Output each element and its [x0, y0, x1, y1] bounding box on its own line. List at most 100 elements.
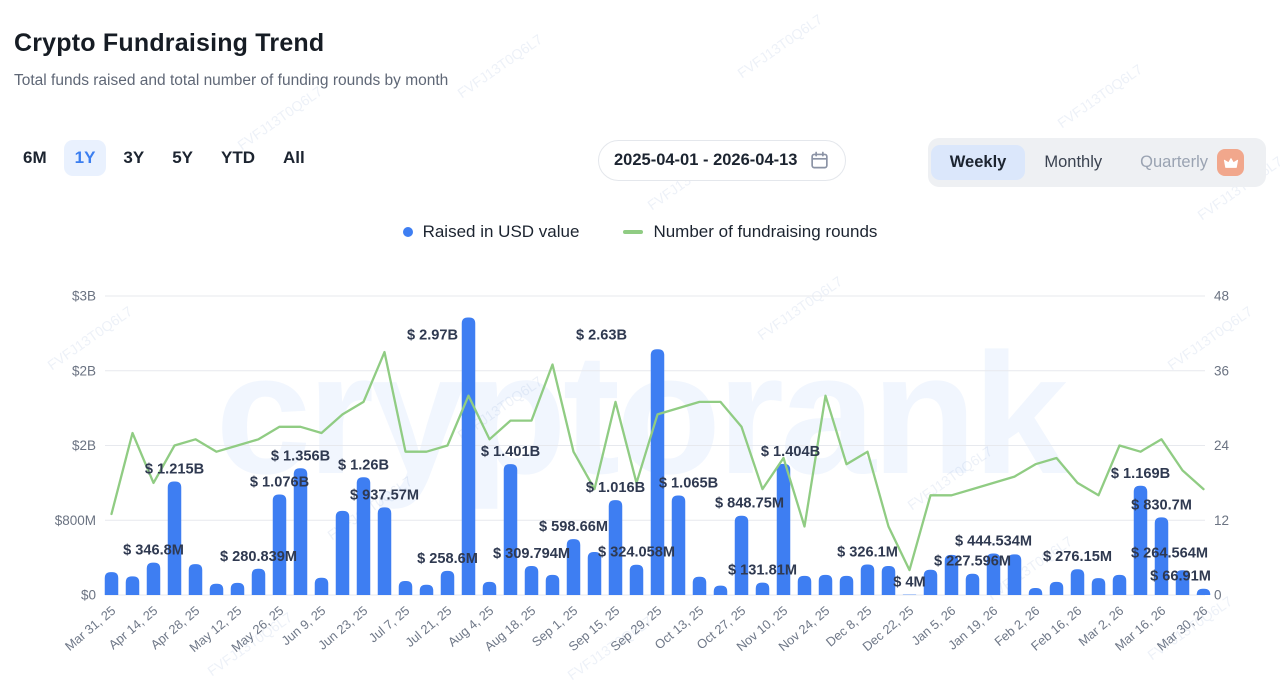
bar-week-29[interactable] — [714, 586, 728, 595]
watermark-code: FVFJ13T0Q6L7 — [1054, 61, 1145, 131]
y-axis-label-right: 48 — [1214, 289, 1229, 304]
bar-week-25[interactable] — [630, 565, 644, 595]
bar-value-label: $ 324.058M — [598, 545, 675, 561]
bar-week-2[interactable] — [147, 563, 161, 595]
granularity-switcher: Weekly Monthly Quarterly — [928, 138, 1266, 187]
bar-week-33[interactable] — [798, 576, 812, 595]
bar-week-14[interactable] — [399, 581, 413, 595]
watermark-code: FVFJ13T0Q6L7 — [454, 31, 545, 101]
segment-monthly[interactable]: Monthly — [1025, 145, 1121, 180]
y-axis-label-right: 36 — [1214, 363, 1229, 378]
range-button-3y[interactable]: 3Y — [112, 140, 155, 176]
legend-item-rounds[interactable]: Number of fundraising rounds — [623, 222, 877, 242]
bar-week-1[interactable] — [126, 576, 140, 595]
bar-week-34[interactable] — [819, 575, 833, 595]
range-button-all[interactable]: All — [272, 140, 316, 176]
bar-value-label: $ 1.016B — [586, 480, 645, 496]
bar-week-10[interactable] — [315, 578, 329, 595]
range-button-6m[interactable]: 6M — [12, 140, 58, 176]
bar-week-19[interactable] — [504, 464, 518, 595]
bar-value-label: $ 2.63B — [576, 327, 627, 343]
page-subtitle: Total funds raised and total number of f… — [14, 72, 448, 90]
bar-week-44[interactable] — [1029, 588, 1043, 595]
bar-value-label: $ 258.6M — [417, 551, 478, 567]
bar-value-label: $ 276.15M — [1043, 549, 1112, 565]
bar-week-6[interactable] — [231, 583, 245, 595]
bar-week-41[interactable] — [966, 574, 980, 595]
bar-value-label: $ 1.404B — [761, 444, 820, 460]
legend-label: Number of fundraising rounds — [653, 222, 877, 242]
range-button-5y[interactable]: 5Y — [161, 140, 204, 176]
bar-week-39[interactable] — [924, 570, 938, 595]
bar-value-label: $ 2.97B — [407, 327, 458, 343]
bar-value-label: $ 280.839M — [220, 549, 297, 565]
bar-week-13[interactable] — [378, 507, 392, 595]
bar-week-21[interactable] — [546, 575, 560, 595]
bar-value-label: $ 444.534M — [955, 533, 1032, 549]
bar-week-4[interactable] — [189, 564, 203, 595]
watermark-code: FVFJ13T0Q6L7 — [734, 11, 825, 81]
y-axis-label-left: $3B — [72, 289, 96, 304]
bar-week-48[interactable] — [1113, 575, 1127, 595]
y-axis-label-right: 0 — [1214, 588, 1222, 603]
bar-value-label: $ 1.215B — [145, 461, 204, 477]
bar-week-31[interactable] — [756, 583, 770, 595]
premium-crown-icon — [1217, 149, 1244, 176]
y-axis-label-left: $0 — [81, 588, 96, 603]
legend-line-marker — [623, 230, 643, 234]
bar-value-label: $ 264.564M — [1131, 545, 1208, 561]
bar-value-label: $ 1.065B — [659, 475, 718, 491]
bar-week-7[interactable] — [252, 569, 266, 595]
bar-week-3[interactable] — [168, 481, 182, 595]
bar-week-52[interactable] — [1197, 589, 1211, 595]
y-axis-label-right: 12 — [1214, 513, 1229, 528]
bar-value-label: $ 66.91M — [1150, 569, 1211, 585]
bar-value-label: $ 326.1M — [837, 545, 898, 561]
segment-quarterly[interactable]: Quarterly — [1121, 141, 1263, 184]
bar-week-30[interactable] — [735, 516, 749, 595]
bar-value-label: $ 1.076B — [250, 474, 309, 490]
bar-week-20[interactable] — [525, 566, 539, 595]
legend-label: Raised in USD value — [423, 222, 580, 242]
legend-dot-marker — [403, 227, 413, 237]
chart-legend: Raised in USD value Number of fundraising… — [0, 222, 1280, 242]
bar-value-label: $ 598.66M — [539, 519, 608, 535]
bar-value-label: $ 937.57M — [350, 487, 419, 503]
bar-week-18[interactable] — [483, 582, 497, 595]
range-button-ytd[interactable]: YTD — [210, 140, 266, 176]
bar-week-28[interactable] — [693, 577, 707, 595]
bar-week-15[interactable] — [420, 585, 434, 595]
bar-week-47[interactable] — [1092, 578, 1106, 595]
bar-value-label: $ 1.26B — [338, 457, 389, 473]
bar-week-8[interactable] — [273, 494, 287, 595]
bar-week-46[interactable] — [1071, 569, 1085, 595]
y-axis-label-left: $800M — [55, 513, 96, 528]
y-axis-label-left: $2B — [72, 363, 96, 378]
y-axis-label-left: $2B — [72, 438, 96, 453]
bar-value-label: $ 131.81M — [728, 563, 797, 579]
bar-value-label: $ 346.8M — [123, 543, 184, 559]
bar-value-label: $ 830.7M — [1131, 497, 1192, 513]
bar-week-5[interactable] — [210, 584, 224, 595]
calendar-icon — [809, 150, 830, 171]
bar-value-label: $ 227.596M — [934, 554, 1011, 570]
page-title: Crypto Fundraising Trend — [14, 29, 324, 58]
bar-week-45[interactable] — [1050, 582, 1064, 595]
date-range-value: 2025-04-01 - 2026-04-13 — [614, 151, 797, 170]
bar-value-label: $ 1.356B — [271, 448, 330, 464]
segment-label: Weekly — [950, 153, 1007, 172]
bar-week-0[interactable] — [105, 572, 119, 595]
segment-label: Monthly — [1044, 153, 1102, 172]
bar-week-36[interactable] — [861, 565, 875, 595]
date-range-picker[interactable]: 2025-04-01 - 2026-04-13 — [598, 140, 846, 181]
bar-week-11[interactable] — [336, 511, 350, 595]
legend-item-usd[interactable]: Raised in USD value — [403, 222, 580, 242]
range-button-1y[interactable]: 1Y — [64, 140, 107, 176]
bar-value-label: $ 309.794M — [493, 546, 570, 562]
bar-week-16[interactable] — [441, 571, 455, 595]
bar-week-35[interactable] — [840, 576, 854, 595]
bar-value-label: $ 4M — [893, 575, 925, 591]
segment-weekly[interactable]: Weekly — [931, 145, 1026, 180]
